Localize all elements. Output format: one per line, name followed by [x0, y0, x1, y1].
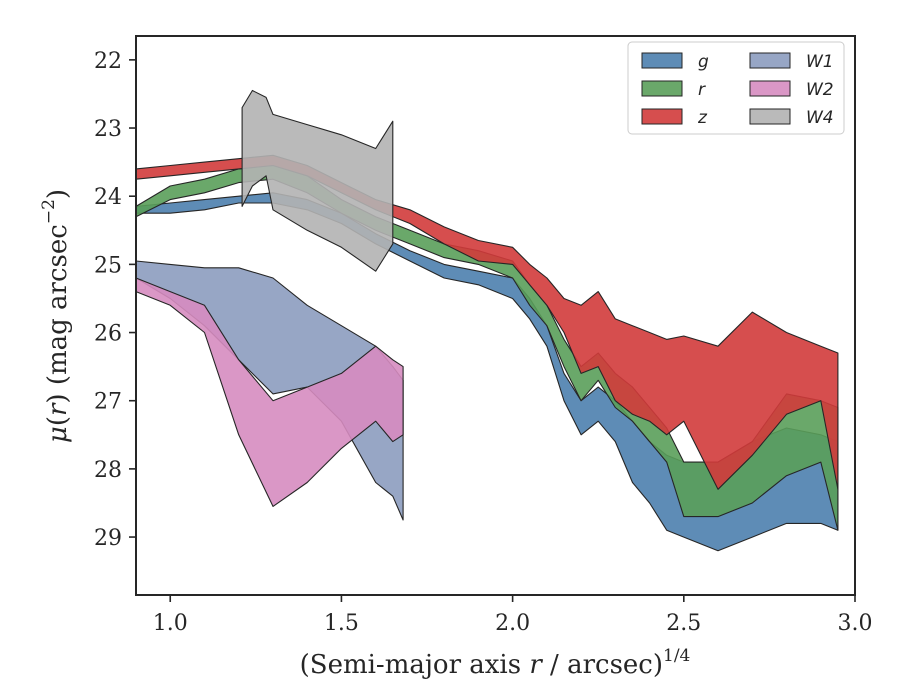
- x-tick-label: 2.0: [495, 611, 530, 636]
- legend-swatch-w1: [749, 52, 791, 69]
- legend-label-r: r: [698, 80, 706, 100]
- legend-swatch-w2: [749, 80, 791, 97]
- y-tick-label: 29: [94, 526, 122, 551]
- x-tick-label: 3.0: [838, 611, 873, 636]
- y-tick-label: 28: [94, 458, 122, 483]
- y-tick-label: 22: [94, 49, 122, 74]
- y-tick-label: 27: [94, 390, 122, 415]
- x-tick-label: 1.5: [324, 611, 359, 636]
- x-tick-label: 2.5: [666, 611, 701, 636]
- y-tick-label: 26: [94, 322, 122, 347]
- legend: grz W1 W2 W4: [627, 41, 845, 135]
- y-tick-label: 25: [94, 253, 122, 278]
- y-axis: 22 23 24 25 26 27 28 29: [94, 49, 136, 551]
- legend-swatch-r: [641, 80, 683, 97]
- x-axis: 1.0 1.5 2.0 2.5 3.0: [153, 595, 873, 636]
- band-layer: [135, 89, 839, 552]
- x-tick-label: 1.0: [153, 611, 188, 636]
- y-tick-label: 23: [94, 117, 122, 142]
- plot-frame: [135, 35, 856, 596]
- y-axis-title: μ(r) (mag arcsec−2): [39, 189, 73, 443]
- x-axis-title: (Semi-major axis r / arcsec)1/4: [300, 646, 691, 680]
- band-w4: [241, 89, 394, 272]
- legend-label-z: z: [697, 108, 708, 128]
- y-tick-label: 24: [94, 185, 122, 210]
- legend-label-g: g: [698, 52, 709, 72]
- band-z: [135, 154, 839, 490]
- band-w2: [135, 277, 404, 507]
- legend-swatch-w4: [749, 108, 791, 125]
- legend-swatch-g: [641, 52, 683, 69]
- legend-label-w1: W1: [806, 52, 834, 72]
- legend-label-w2: W2: [806, 80, 834, 100]
- legend-label-w4: W4: [806, 108, 834, 128]
- legend-swatch-z: [641, 108, 683, 125]
